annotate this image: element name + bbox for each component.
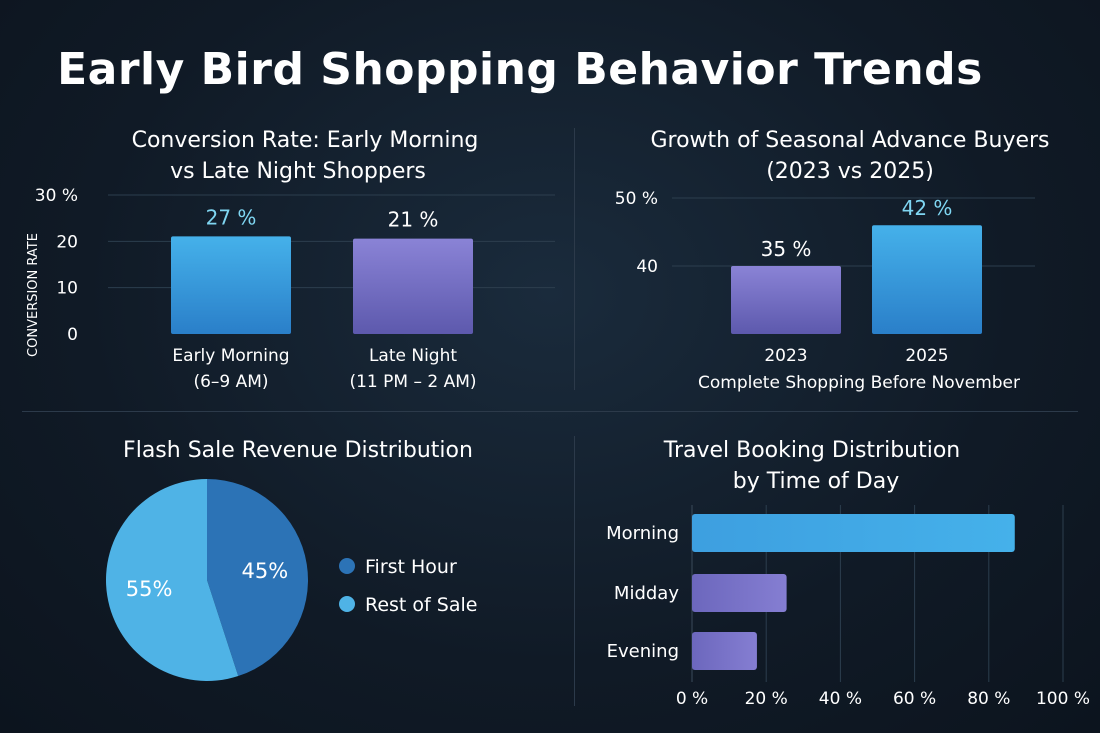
chart3-legend-label: Rest of Sale bbox=[365, 594, 477, 616]
horizontal-divider bbox=[22, 411, 1078, 412]
vertical-divider-top bbox=[574, 128, 575, 390]
chart4-title-line1: Travel Booking Distribution bbox=[663, 438, 961, 463]
chart4-x-tick: 80 % bbox=[967, 689, 1010, 709]
chart2-x-axis-label: Complete Shopping Before November bbox=[698, 373, 1020, 393]
chart2-title-line1: Growth of Seasonal Advance Buyers bbox=[650, 128, 1049, 153]
chart3-legend-label: First Hour bbox=[365, 556, 457, 578]
chart2-x-tick-label: 2023 bbox=[764, 346, 807, 366]
chart1-x-tick-label: (6–9 AM) bbox=[193, 372, 268, 392]
page-title: Early Bird Shopping Behavior Trends bbox=[57, 44, 983, 95]
chart1-x-tick-label: Early Morning bbox=[172, 346, 289, 366]
chart2-title-line2: (2023 vs 2025) bbox=[766, 159, 934, 184]
chart2-y-tick: 40 bbox=[636, 257, 658, 277]
chart1-title-line1: Conversion Rate: Early Morning bbox=[132, 128, 479, 153]
chart4-x-tick: 100 % bbox=[1036, 689, 1090, 709]
chart4-bar bbox=[692, 632, 757, 670]
chart3-pie-slice bbox=[207, 479, 308, 677]
chart3-title: Flash Sale Revenue Distribution bbox=[123, 438, 473, 463]
chart1-y-tick: 20 bbox=[56, 232, 78, 252]
chart1-x-tick-label: Late Night bbox=[369, 346, 457, 366]
chart3-legend-swatch bbox=[339, 596, 355, 612]
chart3-slice-label: 55% bbox=[126, 577, 173, 601]
chart2-x-tick-label: 2025 bbox=[905, 346, 948, 366]
chart4-bar bbox=[692, 574, 787, 612]
chart1-y-tick: 30 % bbox=[35, 186, 78, 206]
chart1-bar-value-label: 21 % bbox=[388, 208, 439, 232]
chart4-x-tick: 0 % bbox=[676, 689, 708, 709]
chart1-y-tick: 0 bbox=[67, 325, 78, 345]
chart1-title-line2: vs Late Night Shoppers bbox=[170, 159, 426, 184]
chart2-y-tick: 50 % bbox=[615, 189, 658, 209]
chart4-y-tick-label: Morning bbox=[606, 523, 679, 544]
chart4-x-tick: 20 % bbox=[745, 689, 788, 709]
chart2-bar-value-label: 35 % bbox=[761, 237, 812, 261]
chart1-y-tick: 10 bbox=[56, 279, 78, 299]
chart2-bar bbox=[731, 266, 841, 334]
chart4-y-tick-label: Evening bbox=[607, 641, 679, 662]
chart1-bar-value-label: 27 % bbox=[206, 205, 257, 229]
vertical-divider-bottom bbox=[574, 436, 575, 706]
chart3-slice-label: 45% bbox=[242, 559, 289, 583]
chart3-pie-slice bbox=[105, 479, 239, 681]
chart4-x-tick: 60 % bbox=[893, 689, 936, 709]
chart2-bar bbox=[872, 225, 982, 334]
chart4-bar bbox=[692, 514, 1015, 552]
chart2-bar-value-label: 42 % bbox=[902, 196, 953, 220]
chart1-x-tick-label: (11 PM – 2 AM) bbox=[349, 372, 476, 392]
chart1-bar bbox=[353, 238, 473, 334]
chart4-title-line2: by Time of Day bbox=[733, 469, 899, 494]
chart4-y-tick-label: Midday bbox=[614, 583, 679, 604]
chart1-y-axis-label: CONVERSION RATE bbox=[26, 233, 41, 357]
chart1-bar bbox=[171, 236, 291, 334]
chart4-x-tick: 40 % bbox=[819, 689, 862, 709]
chart3-legend-swatch bbox=[339, 558, 355, 574]
